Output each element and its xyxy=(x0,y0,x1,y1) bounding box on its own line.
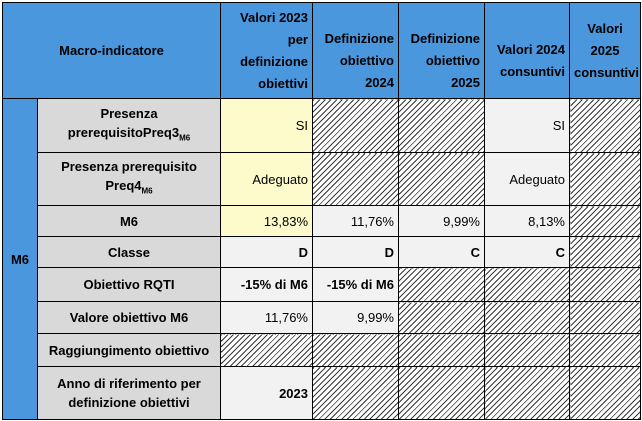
cell-preq3-2025 xyxy=(569,98,641,153)
cell-m6-2024: 8,13% xyxy=(484,205,570,237)
cell-anno-2023: 2023 xyxy=(220,366,313,420)
cell-ragg-2025 xyxy=(569,333,641,367)
cell-preq4-2023: Adeguato xyxy=(220,152,313,206)
cell-preq4-2025 xyxy=(569,152,641,206)
table-row-anno-riferimento: Anno di riferimento per definizione obie… xyxy=(3,366,641,420)
cell-preq3-obj2024 xyxy=(312,98,399,153)
row-label-valore-obiettivo: Valore obiettivo M6 xyxy=(37,301,221,334)
cell-preq4-obj2025 xyxy=(398,152,485,206)
header-macro-indicatore: Macro-indicatore xyxy=(2,2,221,99)
cell-m6-2023: 13,83% xyxy=(220,205,313,237)
header-valori-2025: Valori 2025 consuntivi xyxy=(569,2,641,99)
cell-rqti-2023: -15% di M6 xyxy=(220,267,313,302)
row-label-preq4-sub: M6 xyxy=(141,186,153,196)
row-label-preq4-text: Presenza prerequisito Preq4 xyxy=(61,159,197,194)
row-label-obiettivo-rqti: Obiettivo RQTI xyxy=(37,267,221,302)
cell-ragg-obj2024 xyxy=(312,333,399,367)
cell-m6-obj2025: 9,99% xyxy=(398,205,485,237)
cell-preq3-2023: SI xyxy=(220,98,313,153)
table-row-classe: Classe D D C C xyxy=(3,236,641,268)
cell-anno-obj2025 xyxy=(398,366,485,420)
cell-rqti-obj2025 xyxy=(398,267,485,302)
table-row-valore-obiettivo: Valore obiettivo M6 11,76% 9,99% xyxy=(3,301,641,334)
cell-classe-2024: C xyxy=(484,236,570,268)
table-row-obiettivo-rqti: Obiettivo RQTI -15% di M6 -15% di M6 xyxy=(3,267,641,302)
row-label-m6: M6 xyxy=(37,205,221,237)
cell-preq3-2024: SI xyxy=(484,98,570,153)
header-row: Macro-indicatore Valori 2023 per definiz… xyxy=(2,2,641,99)
table-row-raggiungimento: Raggiungimento obiettivo xyxy=(3,333,641,367)
cell-valore-2024 xyxy=(484,301,570,334)
header-valori-2023: Valori 2023 per definizione obiettivi xyxy=(220,2,313,99)
cell-rqti-2025 xyxy=(569,267,641,302)
cell-anno-2025 xyxy=(569,366,641,420)
row-label-classe: Classe xyxy=(37,236,221,268)
table-row-preq3: M6 Presenza prerequisitoPreq3M6 SI SI xyxy=(2,98,641,420)
row-label-raggiungimento: Raggiungimento obiettivo xyxy=(37,333,221,367)
cell-valore-2025 xyxy=(569,301,641,334)
row-label-preq4: Presenza prerequisito Preq4M6 xyxy=(37,152,221,206)
cell-anno-obj2024 xyxy=(312,366,399,420)
cell-classe-obj2024: D xyxy=(312,236,399,268)
cell-classe-obj2025: C xyxy=(398,236,485,268)
cell-valore-obj2024: 9,99% xyxy=(312,301,399,334)
group-label-m6: M6 xyxy=(2,98,38,420)
cell-classe-2025 xyxy=(569,236,641,268)
row-label-anno-riferimento: Anno di riferimento per definizione obie… xyxy=(37,366,221,420)
header-valori-2024: Valori 2024 consuntivi xyxy=(484,2,570,99)
cell-ragg-2023 xyxy=(220,333,313,367)
cell-preq3-obj2025 xyxy=(398,98,485,153)
cell-m6-obj2024: 11,76% xyxy=(312,205,399,237)
row-label-preq3-sub: M6 xyxy=(179,133,191,143)
row-label-preq3: Presenza prerequisitoPreq3M6 xyxy=(37,98,221,153)
table-row-preq4: Presenza prerequisito Preq4M6 Adeguato A… xyxy=(3,152,641,206)
cell-rqti-2024 xyxy=(484,267,570,302)
cell-valore-2023: 11,76% xyxy=(220,301,313,334)
cell-rqti-obj2024: -15% di M6 xyxy=(312,267,399,302)
cell-m6-2025 xyxy=(569,205,641,237)
cell-valore-obj2025 xyxy=(398,301,485,334)
header-obiettivo-2025: Definizione obiettivo 2025 xyxy=(398,2,485,99)
header-obiettivo-2025-text: Definizione obiettivo 2025 xyxy=(410,30,480,90)
header-obiettivo-2024: Definizione obiettivo 2024 xyxy=(312,2,399,99)
row-label-preq3-text: Presenza prerequisitoPreq3 xyxy=(67,105,180,140)
cell-preq4-2024: Adeguato xyxy=(484,152,570,206)
cell-ragg-2024 xyxy=(484,333,570,367)
header-valori-2024-text: Valori 2024 consuntivi xyxy=(497,41,565,79)
cell-ragg-obj2025 xyxy=(398,333,485,367)
cell-preq4-obj2024 xyxy=(312,152,399,206)
table-row-m6: M6 13,83% 11,76% 9,99% 8,13% xyxy=(3,205,641,237)
cell-anno-2024 xyxy=(484,366,570,420)
header-obiettivo-2024-text: Definizione obiettivo 2024 xyxy=(324,30,394,90)
cell-classe-2023: D xyxy=(220,236,313,268)
